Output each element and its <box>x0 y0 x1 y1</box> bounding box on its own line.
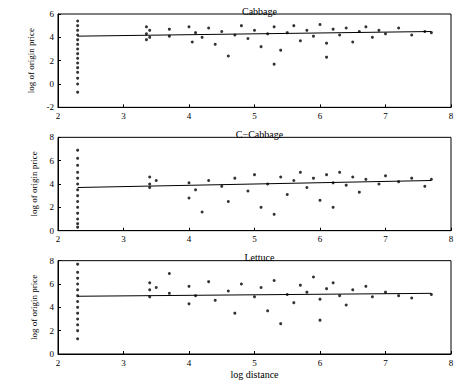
svg-text:4: 4 <box>187 111 192 121</box>
svg-text:3: 3 <box>121 234 126 244</box>
svg-text:8: 8 <box>449 358 454 368</box>
svg-text:8: 8 <box>50 256 55 266</box>
svg-text:log of origin price: log of origin price <box>29 151 39 216</box>
svg-text:0: 0 <box>50 349 55 359</box>
svg-text:-2: -2 <box>47 102 55 112</box>
svg-text:log of origin price: log of origin price <box>29 275 39 340</box>
svg-text:6: 6 <box>318 234 323 244</box>
svg-text:log of origin price: log of origin price <box>26 28 36 93</box>
svg-text:C−Cabbage: C−Cabbage <box>236 129 284 140</box>
svg-text:2: 2 <box>50 326 55 336</box>
svg-text:8: 8 <box>50 132 55 142</box>
svg-text:5: 5 <box>252 111 257 121</box>
svg-text:4: 4 <box>187 358 192 368</box>
svg-text:6: 6 <box>50 9 55 19</box>
svg-text:Lettuce: Lettuce <box>245 252 276 263</box>
svg-text:4: 4 <box>50 302 55 312</box>
svg-text:0: 0 <box>50 79 55 89</box>
svg-text:7: 7 <box>383 358 388 368</box>
svg-text:0: 0 <box>50 226 55 236</box>
svg-text:4: 4 <box>50 179 55 189</box>
svg-text:3: 3 <box>121 358 126 368</box>
svg-text:2: 2 <box>56 111 61 121</box>
svg-text:3: 3 <box>121 111 126 121</box>
svg-text:2: 2 <box>50 202 55 212</box>
svg-text:2: 2 <box>56 358 61 368</box>
svg-text:5: 5 <box>252 358 257 368</box>
svg-text:log distance: log distance <box>230 369 279 380</box>
svg-text:2: 2 <box>56 234 61 244</box>
svg-text:7: 7 <box>383 234 388 244</box>
svg-text:6: 6 <box>50 279 55 289</box>
svg-text:8: 8 <box>449 111 454 121</box>
svg-text:8: 8 <box>449 234 454 244</box>
svg-text:7: 7 <box>383 111 388 121</box>
svg-text:6: 6 <box>318 358 323 368</box>
svg-text:4: 4 <box>50 32 55 42</box>
svg-text:5: 5 <box>252 234 257 244</box>
svg-text:Cabbage: Cabbage <box>242 6 278 17</box>
svg-text:6: 6 <box>318 111 323 121</box>
svg-text:6: 6 <box>50 156 55 166</box>
svg-text:2: 2 <box>50 56 55 66</box>
svg-text:4: 4 <box>187 234 192 244</box>
